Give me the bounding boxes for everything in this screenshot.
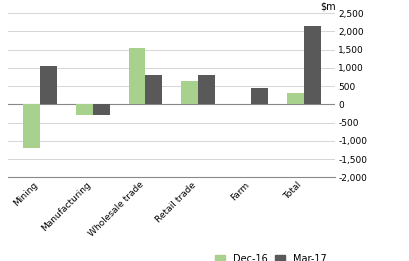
Bar	[23, 104, 40, 148]
Bar	[40, 66, 57, 104]
Text: $m: $m	[320, 1, 335, 11]
Legend: Dec-16, Mar-17: Dec-16, Mar-17	[211, 250, 330, 261]
Bar	[93, 104, 110, 115]
Bar	[198, 75, 215, 104]
Bar	[287, 93, 303, 104]
Bar	[146, 75, 162, 104]
Bar	[76, 104, 93, 115]
Bar	[128, 48, 146, 104]
Bar	[251, 88, 268, 104]
Bar	[303, 26, 321, 104]
Bar	[181, 81, 198, 104]
